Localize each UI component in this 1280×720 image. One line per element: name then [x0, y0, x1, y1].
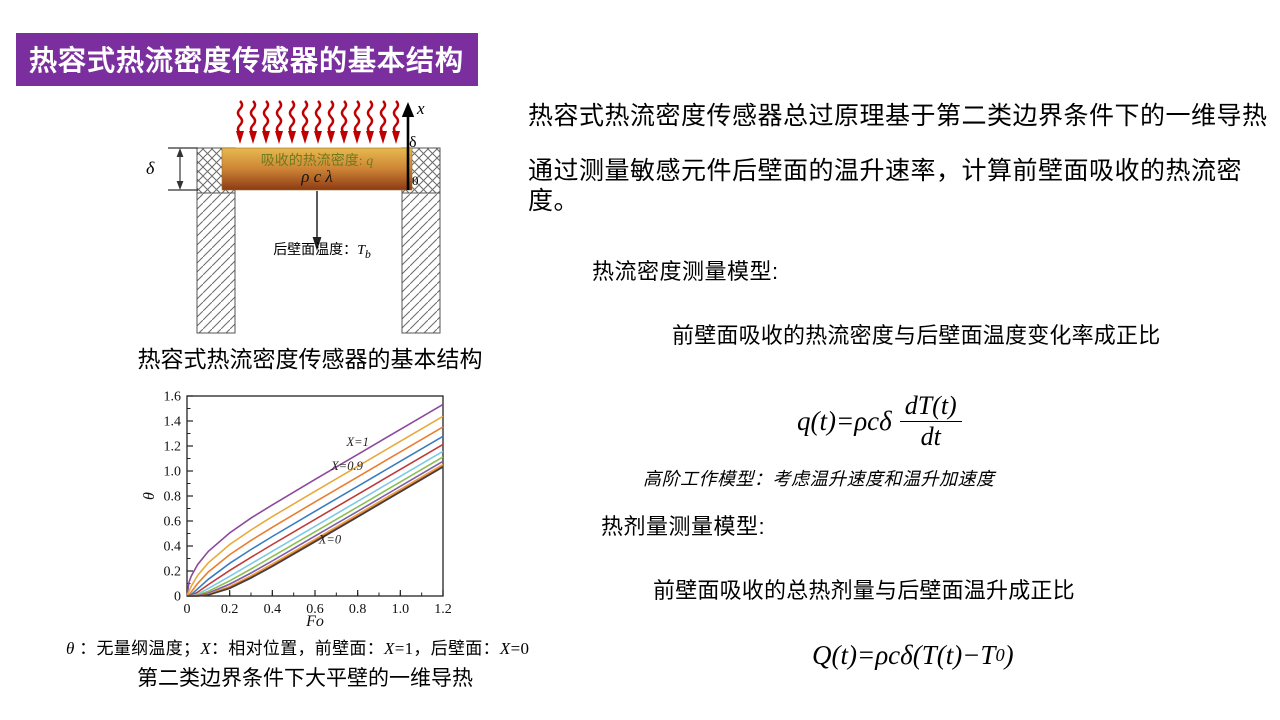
thickness-delta-label: δ	[146, 158, 155, 178]
formula-q-numerator: dT(t)	[899, 391, 962, 422]
absorbed-heat-flux-label: 吸收的热流密度: q	[260, 154, 374, 169]
curve-X=0.9	[186, 415, 444, 597]
y-tick-label: 0.6	[164, 515, 182, 530]
formula-q-fraction: dT(t) dt	[899, 391, 962, 451]
x-axis-label: x	[417, 99, 425, 118]
model1-heading: 热流密度测量模型:	[592, 259, 779, 284]
y-tick-label: 1.2	[164, 440, 182, 455]
y-tick-label: 1.4	[164, 415, 182, 430]
conduction-chart: 0 0.2 0.4 0.6 0.8 1.0 1.2 0 0.2 0.4 0.6 0.8 1.0 1.2 1.…	[141, 390, 452, 631]
formula-Q-sub: 0	[995, 645, 1005, 665]
intro-line-1: 热容式热流密度传感器总过原理基于第二类边界条件下的一维导热	[528, 102, 1268, 130]
intro-line-2: 通过测量敏感元件后壁面的温升速率，计算前壁面吸收的热流密度。	[528, 157, 1243, 215]
sensing-element-bar	[221, 147, 413, 191]
formula-q-denominator: dt	[920, 422, 941, 451]
y-tick-label: 1.6	[164, 390, 182, 405]
measure-arrowhead-up	[176, 148, 184, 157]
material-properties-label: ρ c λ	[301, 167, 333, 186]
curve-X=0.5	[187, 450, 444, 597]
chart-caption: 第二类边界条件下大平壁的一维导热	[137, 666, 473, 690]
diagram-caption: 热容式热流密度传感器的基本结构	[137, 347, 483, 372]
curve-X=0	[187, 466, 444, 597]
x-tick-label: 0.6	[306, 602, 324, 617]
model2-heading: 热剂量测量模型:	[601, 514, 766, 539]
x-tick-label: 0	[184, 602, 191, 617]
sensor-structure-diagram	[168, 100, 441, 334]
x-axis-label: Fo	[305, 613, 324, 630]
thickness-measure	[168, 147, 198, 191]
axis-zero-label: 0	[412, 173, 419, 188]
curve-X=0.3	[187, 460, 444, 597]
y-tick-label: 0.8	[164, 490, 182, 505]
y-tick-label: 0.4	[164, 540, 182, 555]
heat-flux-formula: q(t)=ρcδ dT(t) dt	[797, 391, 962, 451]
y-tick-label: 1.0	[164, 465, 182, 480]
axis-delta-label: δ	[409, 134, 417, 151]
measure-arrowhead-down	[176, 181, 184, 190]
curve-X=0.6	[187, 443, 444, 597]
y-axis-label: θ	[141, 492, 158, 500]
page-title: 热容式热流密度传感器的基本结构	[16, 33, 479, 86]
back-wall-temperature-label: 后壁面温度：Tb	[273, 243, 371, 261]
formula-Q-post: )	[1004, 640, 1014, 670]
heat-flux-arrows	[236, 100, 400, 144]
chart-legend-note: θ ：无量纲温度；X：相对位置，前壁面：X=1，后壁面：X=0	[66, 639, 530, 658]
formula-Q-pre: Q(t)=ρcδ(T(t)−T	[812, 640, 996, 670]
x-tick-label: 0.8	[349, 602, 367, 617]
x-tick-label: 1.0	[392, 602, 410, 617]
y-tick-label: 0	[174, 590, 181, 605]
x-axis-arrowhead	[401, 102, 415, 117]
curve-X=1	[186, 403, 444, 597]
curve-X=0.7	[186, 435, 444, 597]
curve-annotation: X=1	[346, 435, 369, 449]
x-tick-label: 0.4	[264, 602, 282, 617]
x-tick-label: 1.2	[434, 602, 452, 617]
heat-dose-formula: Q(t)=ρcδ(T(t)−T 0)	[812, 640, 1014, 671]
back-wall-arrowhead	[312, 237, 322, 251]
curve-annotation: X=0	[318, 533, 342, 547]
higher-order-note: 高阶工作模型：考虑温升速度和温升加速度	[643, 469, 995, 489]
curve-X=0.8	[186, 426, 444, 597]
formula-q-lhs: q(t)=ρcδ	[797, 405, 892, 436]
curve-annotation: X=0.9	[330, 459, 363, 473]
model1-description: 前壁面吸收的热流密度与后壁面温度变化率成正比	[672, 323, 1161, 348]
x-tick-label: 0.2	[221, 602, 239, 617]
model2-description: 前壁面吸收的总热剂量与后壁面温升成正比	[653, 578, 1075, 603]
y-tick-label: 0.2	[164, 565, 182, 580]
